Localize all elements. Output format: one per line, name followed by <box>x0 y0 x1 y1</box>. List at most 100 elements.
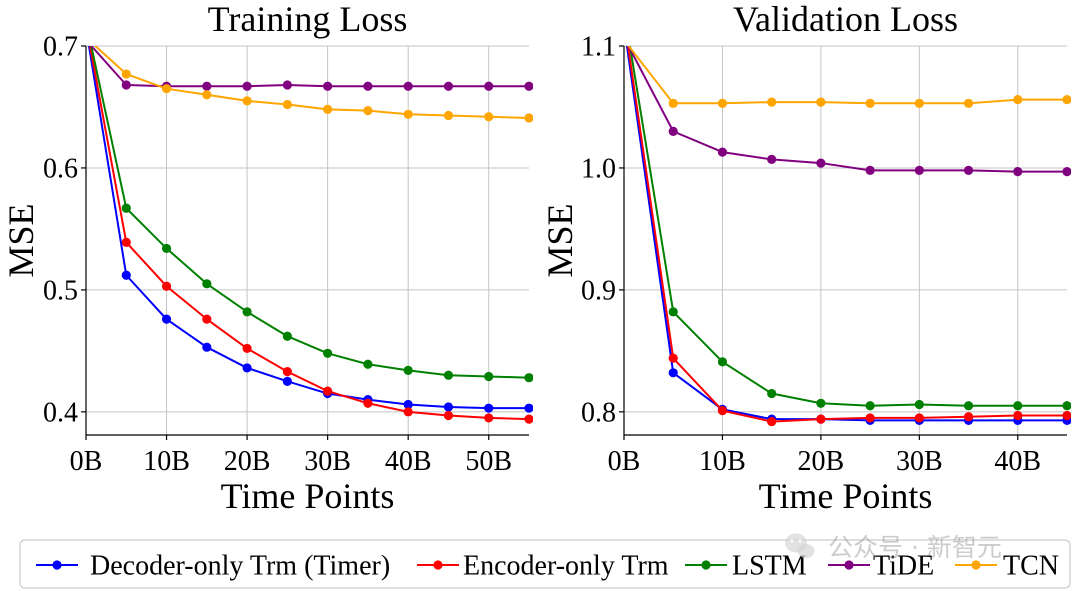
validation-tide-point <box>619 33 628 42</box>
wechat-icon <box>785 533 815 558</box>
training-tide-line <box>90 46 529 88</box>
training-lstm-point <box>121 203 131 213</box>
training-decoder-only-trm-timer-point <box>81 23 90 32</box>
legend-swatch-marker <box>971 560 981 570</box>
validation-lstm-point <box>1013 401 1023 411</box>
validation-x-axis-label: Time Points <box>759 476 933 516</box>
legend-label: TCN <box>1003 551 1059 582</box>
validation-lstm-line <box>628 46 1067 407</box>
validation-tcn-point <box>619 35 628 44</box>
training-tcn-point <box>81 33 90 42</box>
validation-lstm-point <box>865 401 875 411</box>
training-decoder-only-trm-timer-point <box>403 399 413 410</box>
training-tide-point <box>121 80 131 90</box>
training-decoder-only-trm-timer-point <box>121 270 131 280</box>
training-y-tick-label: 0.7 <box>43 32 78 63</box>
validation-encoder-only-trm-point <box>1062 410 1071 421</box>
validation-y-axis-label: MSE <box>540 203 580 277</box>
training-tcn-point <box>484 112 494 122</box>
training-x-tick-label: 0B <box>70 446 103 477</box>
validation-decoder-only-trm-timer-point <box>668 368 678 378</box>
training-encoder-only-trm-point <box>242 343 252 354</box>
legend-entry-decoder-only-trm-timer: Decoder-only Trm (Timer) <box>36 551 390 582</box>
validation-tide-point <box>865 165 875 175</box>
training-x-tick-label: 20B <box>224 446 271 477</box>
validation-y-tick-label: 1.1 <box>581 32 616 63</box>
validation-tide-point <box>914 165 924 175</box>
legend-swatch-marker <box>52 560 62 570</box>
watermark: 公众号 · 新智元 <box>785 533 1002 562</box>
training-lstm-line <box>90 46 530 379</box>
training-decoder-only-trm-timer-point <box>202 342 212 352</box>
validation-tcn-point <box>914 98 924 108</box>
training-x-tick-label: 10B <box>143 446 190 477</box>
validation-tide-point <box>1062 167 1071 177</box>
training-x-tick-label: 50B <box>465 446 512 477</box>
legend-entry-tide: TiDE <box>828 551 934 582</box>
training-encoder-only-trm-line <box>89 46 530 421</box>
training-tide-point <box>323 81 333 91</box>
validation-x-tick-label: 10B <box>699 446 746 477</box>
validation-tcn-point <box>816 97 826 107</box>
training-tide-point <box>524 81 533 91</box>
validation-x-tick-label: 40B <box>994 446 1041 477</box>
training-lstm-point <box>202 279 212 289</box>
validation-lstm-point <box>1062 401 1071 411</box>
training-tcn-point <box>202 90 212 100</box>
training-tcn-point <box>323 104 333 115</box>
training-y-tick-label: 0.6 <box>43 153 78 184</box>
validation-lstm-point <box>914 399 924 410</box>
legend-swatch-marker <box>701 560 711 570</box>
validation-tide-line <box>627 46 1067 173</box>
training-lstm-point <box>363 359 373 369</box>
legend-entry-encoder-only-trm: Encoder-only Trm <box>417 551 669 582</box>
training-decoder-only-trm-timer-line <box>87 46 529 410</box>
training-x-tick-label: 30B <box>304 446 351 477</box>
legend-swatch-marker <box>844 560 854 570</box>
training-decoder-only-trm-timer-point <box>443 402 454 412</box>
validation-encoder-only-trm-line <box>627 46 1067 423</box>
watermark-text: 公众号 · 新智元 <box>828 533 1002 562</box>
validation-grid <box>623 45 1067 435</box>
training-tide-point <box>242 81 252 91</box>
training-plot-area <box>81 17 533 424</box>
validation-encoder-only-trm-point <box>717 406 728 416</box>
validation-tide-point <box>963 165 974 175</box>
training-tide-point <box>403 81 413 91</box>
training-encoder-only-trm-point <box>524 414 533 424</box>
validation-encoder-only-trm-point <box>1013 410 1023 421</box>
validation-decoder-only-trm-timer-line <box>625 46 1067 422</box>
validation-tide-point <box>717 147 728 157</box>
training-tcn-point <box>161 84 172 94</box>
validation-decoder-only-trm-timer-point <box>619 21 628 30</box>
training-tcn-point <box>363 106 373 116</box>
training-lstm-point <box>323 348 333 358</box>
training-tcn-point <box>282 99 292 110</box>
training-lstm-point <box>242 307 252 317</box>
training-encoder-only-trm-point <box>363 398 373 408</box>
training-lstm-point <box>161 243 172 254</box>
validation-chart: 0B 10B 20B 30B 40B 0.8 0.9 1.0 1.1 Validation Los… <box>540 0 1071 516</box>
training-encoder-only-trm-point <box>443 410 454 421</box>
charts: 0B 10B 20B 30B 40B 50B 0.4 0.5 0.6 0.7 Training Lo… <box>1 0 1071 516</box>
training-tcn-point <box>242 96 252 106</box>
training-lstm-point <box>81 17 90 26</box>
validation-encoder-only-trm-point <box>914 413 924 423</box>
validation-tcn-point <box>1013 95 1023 105</box>
validation-encoder-only-trm-point <box>767 416 777 427</box>
validation-lstm-point <box>963 401 974 411</box>
training-decoder-only-trm-timer-point <box>242 363 252 373</box>
legend-label: Encoder-only Trm <box>463 551 669 582</box>
training-tcn-point <box>443 110 454 121</box>
training-tide-point <box>443 81 454 91</box>
validation-tcn-point <box>1062 95 1071 105</box>
legend-entry-lstm: LSTM <box>685 551 807 582</box>
training-decoder-only-trm-timer-point <box>484 403 494 413</box>
validation-y-tick-label: 0.9 <box>581 275 616 306</box>
validation-y-tick-label: 0.8 <box>581 397 616 428</box>
training-x-tick-label: 40B <box>385 446 432 477</box>
validation-lstm-point <box>668 307 678 317</box>
training-tide-point <box>484 81 494 91</box>
training-chart: 0B 10B 20B 30B 40B 50B 0.4 0.5 0.6 0.7 Training Lo… <box>1 0 533 516</box>
